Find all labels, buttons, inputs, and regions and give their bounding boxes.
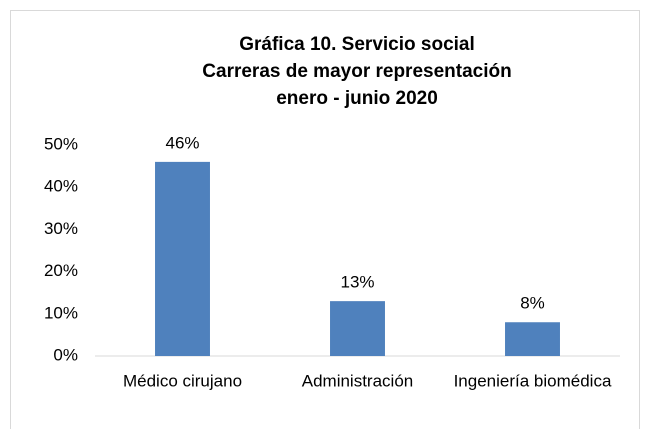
y-tick-label: 30% xyxy=(44,219,78,238)
y-tick-label: 20% xyxy=(44,261,78,280)
data-label: 13% xyxy=(340,273,374,292)
y-tick-label: 0% xyxy=(53,345,78,364)
y-tick-label: 40% xyxy=(44,177,78,196)
x-tick-label: Médico cirujano xyxy=(123,371,242,390)
chart-title: enero - junio 2020 xyxy=(276,88,438,109)
chart-title: Gráfica 10. Servicio social xyxy=(239,34,475,55)
data-label: 8% xyxy=(520,294,545,313)
y-tick-label: 10% xyxy=(44,303,78,322)
bar xyxy=(505,322,560,356)
data-label: 46% xyxy=(165,133,199,152)
x-tick-label: Ingeniería biomédica xyxy=(454,371,612,390)
chart-frame xyxy=(10,10,640,429)
bar xyxy=(330,301,385,356)
chart-title: Carreras de mayor representación xyxy=(202,61,511,82)
bar xyxy=(155,161,210,356)
x-tick-label: Administración xyxy=(302,371,414,390)
y-tick-label: 50% xyxy=(44,134,78,153)
